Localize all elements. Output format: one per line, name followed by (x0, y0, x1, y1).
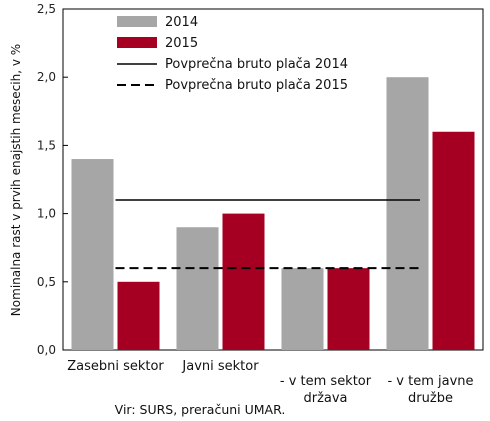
source-note: Vir: SURS, preračuni UMAR. (115, 402, 286, 417)
category-label: Javni sektor (181, 359, 259, 374)
legend-label: Povprečna bruto plača 2015 (165, 78, 348, 93)
legend-swatch-2015 (117, 37, 157, 48)
legend-label: 2014 (165, 15, 198, 30)
category-label: družbe (408, 391, 453, 406)
y-tick-label: 0,5 (37, 275, 56, 289)
bar-2014 (71, 159, 114, 350)
category-label: - v tem sektor (280, 374, 372, 389)
legend-swatch-2014 (117, 16, 157, 27)
y-axis: 0,0 0,5 1,0 1,5 2,0 2,5 (37, 2, 68, 357)
bar-2014 (386, 77, 429, 350)
y-tick-label: 1,0 (37, 207, 56, 221)
y-tick-label: 1,5 (37, 138, 56, 152)
bars (71, 77, 475, 350)
bar-2015 (222, 213, 265, 350)
legend: 2014 2015 Povprečna bruto plača 2014 Povpre… (117, 15, 348, 93)
legend-label: 2015 (165, 36, 198, 51)
category-label: država (303, 391, 347, 406)
y-axis-label: Nominalna rast v prvih enajstih mesecih,… (9, 44, 23, 316)
x-axis-labels: Zasebni sektor Javni sektor - v tem sektor… (67, 359, 473, 406)
bar-2015 (327, 268, 370, 350)
category-label: Zasebni sektor (67, 359, 164, 374)
y-tick-label: 0,0 (37, 343, 56, 357)
y-tick-label: 2,5 (37, 2, 56, 16)
legend-label: Povprečna bruto plača 2014 (165, 57, 348, 72)
bar-2015 (117, 281, 160, 350)
bar-2015 (432, 131, 475, 350)
reference-lines (115, 199, 420, 270)
category-label: - v tem javne (387, 374, 473, 389)
bar-2014 (281, 268, 324, 350)
plot-frame (62, 8, 484, 351)
bar-2014 (176, 227, 219, 350)
y-tick-label: 2,0 (37, 70, 56, 84)
